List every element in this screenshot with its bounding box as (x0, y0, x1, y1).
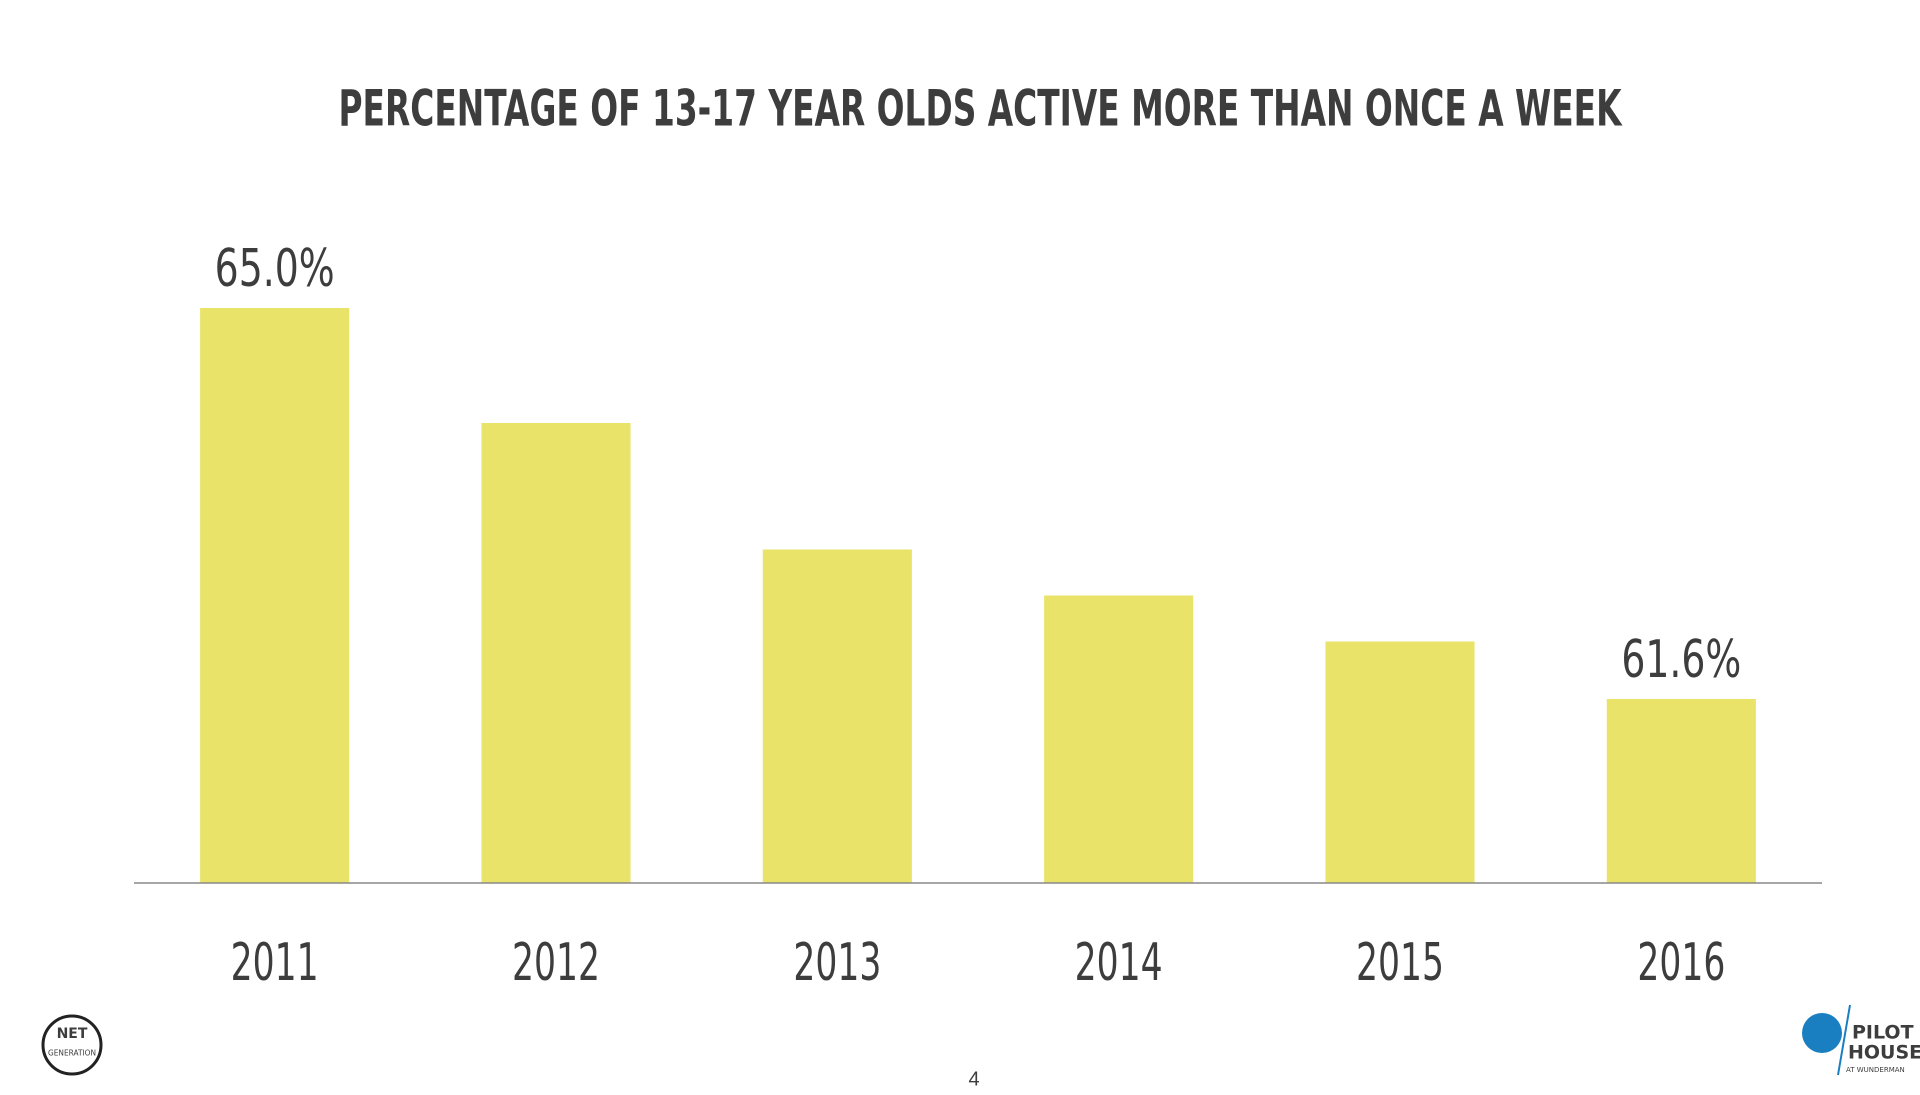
bar (1044, 595, 1194, 883)
x-tick-label: 2013 (793, 933, 881, 993)
logo-slash (1837, 1004, 1851, 1076)
value-label: 65.0% (215, 239, 335, 299)
logo-text: AT WUNDERMAN (1846, 1066, 1905, 1074)
bar (200, 308, 350, 883)
x-tick-label: 2016 (1637, 933, 1725, 993)
value-label: 61.6% (1621, 630, 1741, 690)
x-tick-label: 2011 (231, 933, 319, 993)
bar (481, 423, 631, 883)
x-tick-label: 2014 (1075, 933, 1163, 993)
x-tick-label: 2015 (1356, 933, 1444, 993)
logo-left: NET GENERATION (41, 1014, 103, 1076)
logo-mark (1802, 1013, 1842, 1053)
page-number: 4 (968, 1068, 979, 1090)
chart-title: PERCENTAGE OF 13-17 YEAR OLDS ACTIVE MOR… (339, 80, 1623, 138)
bar (1325, 641, 1475, 883)
logo-right: PILOT HOUSE AT WUNDERMAN (1802, 1004, 1920, 1076)
logo-text: GENERATION (48, 1049, 96, 1058)
bar (762, 549, 912, 883)
logo-text: HOUSE (1848, 1042, 1920, 1064)
logo-ring (41, 1014, 103, 1076)
logo-text: NET (57, 1026, 88, 1042)
x-tick-label: 2012 (512, 933, 600, 993)
bar (1606, 699, 1756, 883)
logo-text: PILOT (1852, 1022, 1914, 1044)
